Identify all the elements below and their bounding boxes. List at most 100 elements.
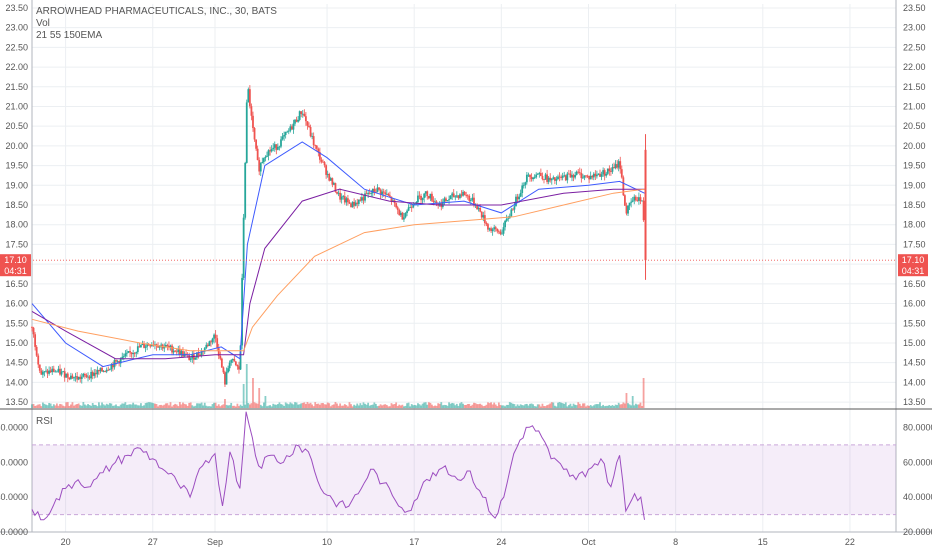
volume-bar [273, 404, 276, 408]
volume-bar [54, 405, 57, 408]
candle-body [443, 198, 446, 202]
candle-body [208, 341, 211, 346]
candle-body [57, 368, 60, 372]
y-tick-label-right: 19.00 [903, 180, 926, 190]
candle-body [557, 176, 559, 180]
candle-body [172, 350, 175, 353]
volume-bar [308, 403, 310, 408]
candle-body [513, 206, 516, 210]
volume-bar [323, 404, 326, 408]
ema-line [31, 188, 645, 352]
volume-indicator-label: Vol [36, 18, 50, 29]
volume-bar [304, 404, 307, 408]
volume-bar [494, 404, 497, 408]
candle-body [642, 200, 645, 221]
candle-body [367, 192, 370, 195]
volume-bar [203, 402, 206, 408]
candle-body [309, 127, 312, 137]
candle-body [188, 354, 191, 360]
y-tick-label-right: 18.00 [903, 220, 926, 230]
volume-bar [41, 402, 44, 408]
candle-body [171, 345, 173, 353]
candle-body [420, 195, 422, 201]
volume-bar [220, 405, 223, 408]
volume-bar [65, 402, 68, 408]
volume-bar [206, 406, 209, 408]
candle-body [571, 175, 573, 178]
volume-bar [290, 403, 293, 408]
volume-bar [347, 406, 349, 408]
volume-bar [398, 404, 401, 408]
volume-bars [31, 364, 645, 408]
candle-body [431, 193, 433, 201]
candle-body [264, 156, 267, 159]
candle-body [74, 376, 77, 378]
candle-body [543, 179, 545, 180]
candle-body [241, 277, 243, 346]
volume-bar [239, 404, 242, 408]
volume-bar [180, 404, 183, 408]
volume-bar [326, 402, 329, 408]
candle-body [308, 125, 310, 128]
candle-body [488, 228, 491, 230]
candle-body [199, 354, 201, 356]
volume-bar [448, 402, 450, 408]
candle-body [507, 218, 510, 220]
candle-body [230, 360, 233, 363]
volume-bar [122, 403, 125, 408]
candle-body [356, 202, 359, 204]
candle-body [619, 161, 622, 170]
candle-body [63, 371, 66, 378]
candle-body [581, 177, 584, 179]
volume-bar [588, 405, 591, 408]
volume-bar [267, 405, 270, 408]
candle-body [567, 173, 570, 175]
candle-body [487, 224, 489, 230]
candle-body [342, 196, 345, 197]
volume-bar [549, 403, 552, 408]
candle-body [406, 210, 408, 214]
candle-body [219, 355, 222, 359]
volume-bar [571, 406, 573, 408]
volume-bar [154, 403, 156, 408]
candle-body [166, 345, 169, 346]
candle-body [248, 89, 251, 107]
volume-bar [108, 403, 111, 408]
volume-bar [504, 406, 506, 408]
candle-body [466, 195, 469, 197]
volume-bar [619, 404, 622, 408]
volume-bar [49, 403, 52, 408]
volume-bar [435, 405, 438, 408]
candle-body [73, 377, 75, 379]
volume-bar [210, 406, 212, 408]
volume-bar [74, 404, 77, 408]
volume-bar [174, 403, 177, 408]
last-price-tag-right [898, 254, 928, 277]
volume-bar [591, 406, 594, 408]
volume-bar [147, 402, 150, 408]
volume-bar [440, 402, 443, 408]
volume-bar [70, 404, 72, 408]
candle-body [634, 196, 637, 201]
volume-bar [266, 406, 268, 408]
y-tick-label-right: 20.50 [903, 121, 926, 131]
volume-bar [502, 405, 505, 408]
volume-bar [133, 404, 136, 408]
candle-body [476, 204, 478, 210]
candle-body [85, 375, 88, 377]
volume-bar [115, 404, 117, 408]
volume-bar [94, 404, 97, 408]
volume-bar [234, 406, 237, 408]
candle-body [222, 367, 225, 373]
volume-bar [479, 403, 482, 408]
candle-body [519, 192, 522, 197]
candle-body [119, 358, 122, 364]
candle-body [233, 358, 236, 362]
candle-body [491, 229, 494, 232]
y-tick-label-right: 23.50 [903, 3, 926, 13]
volume-bar [518, 405, 520, 408]
volume-bar [129, 404, 131, 408]
volume-bar [343, 404, 346, 408]
